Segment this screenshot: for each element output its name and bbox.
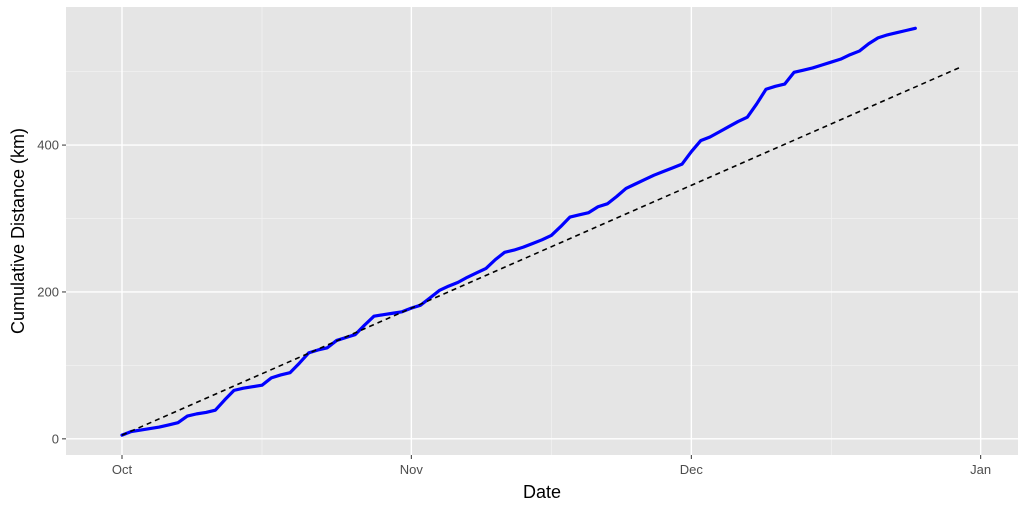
- x-tick-label: Jan: [970, 462, 991, 477]
- x-tick-label: Oct: [112, 462, 133, 477]
- x-axis: Oct Nov Dec Jan: [112, 455, 991, 477]
- y-axis-title: Cumulative Distance (km): [8, 128, 28, 334]
- y-tick-label: 0: [52, 431, 59, 446]
- x-tick-label: Dec: [680, 462, 704, 477]
- y-tick-label: 400: [37, 138, 59, 153]
- minor-gridlines: [66, 7, 1018, 455]
- y-axis: 0 200 400: [37, 138, 66, 446]
- x-axis-title: Date: [523, 482, 561, 502]
- cumulative-distance-line: [120, 26, 917, 437]
- x-tick-label: Nov: [400, 462, 424, 477]
- chart-panel: [66, 7, 1018, 455]
- major-gridlines: [66, 7, 1018, 455]
- y-tick-label: 200: [37, 284, 59, 299]
- series-layer: [120, 26, 963, 437]
